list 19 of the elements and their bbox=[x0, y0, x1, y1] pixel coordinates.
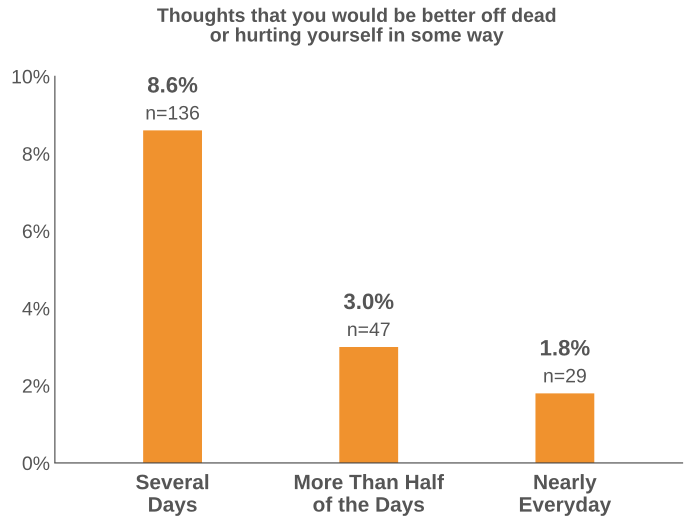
chart-title: Thoughts that you would be better off dead or hurting yourself in some way bbox=[157, 8, 556, 46]
bar bbox=[535, 393, 594, 463]
x-tick-label: Nearly Everyday bbox=[520, 474, 612, 516]
annotation: n=47 bbox=[348, 322, 390, 336]
bar bbox=[339, 346, 398, 463]
y-tick-label: 0% bbox=[22, 456, 50, 470]
x-tick-label: More Than Half of the Days bbox=[294, 474, 444, 516]
bar bbox=[143, 130, 202, 463]
data-label: 1.8% bbox=[540, 340, 590, 356]
y-tick-label: 2% bbox=[22, 379, 50, 393]
annotation: n=136 bbox=[146, 106, 200, 120]
x-tick-label: Several Days bbox=[136, 474, 208, 516]
data-label: 8.6% bbox=[148, 76, 198, 93]
y-tick-label: 8% bbox=[22, 147, 50, 161]
data-label: 3.0% bbox=[344, 293, 394, 310]
y-tick-label: 6% bbox=[22, 224, 50, 238]
y-tick-label: 4% bbox=[22, 302, 50, 316]
annotation: n=29 bbox=[544, 368, 586, 383]
y-tick-label: 10% bbox=[12, 70, 50, 84]
